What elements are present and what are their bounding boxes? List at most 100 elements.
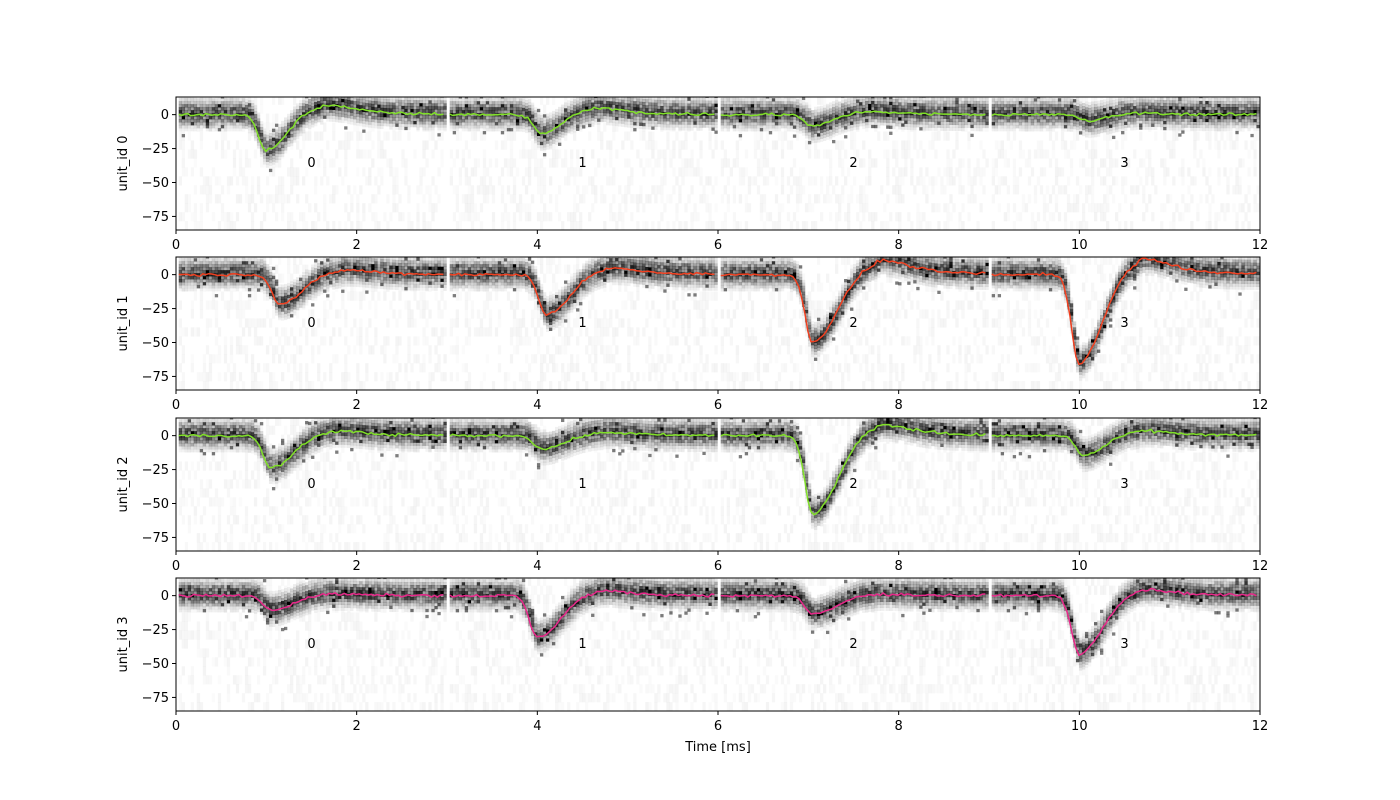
channel-label: 2	[849, 637, 857, 652]
x-tick-label: 2	[353, 559, 361, 574]
mean-waveform-line	[449, 267, 715, 317]
waveform-density-heatmap	[178, 97, 447, 230]
y-tick-label: −75	[142, 370, 169, 385]
y-tick-label: −75	[142, 691, 169, 706]
x-tick-label: 2	[353, 719, 361, 734]
mean-waveform-line	[991, 257, 1257, 366]
x-tick-label: 10	[1071, 559, 1088, 574]
channel-label: 3	[1120, 156, 1128, 171]
x-tick-label: 0	[172, 238, 180, 253]
channel-label: 3	[1120, 477, 1128, 492]
channel-label: 0	[307, 156, 315, 171]
channel-label: 3	[1120, 316, 1128, 331]
x-tick-label: 12	[1252, 398, 1269, 413]
mean-waveform-line	[178, 592, 444, 612]
waveform-density-heatmap	[720, 257, 989, 390]
channel-label: 2	[849, 477, 857, 492]
mean-waveform-line	[720, 592, 986, 615]
mean-waveform-line	[178, 104, 444, 153]
mean-waveform-line	[991, 587, 1257, 657]
mean-waveform-line	[991, 111, 1257, 123]
x-tick-label: 2	[353, 398, 361, 413]
y-axis-label: unit_id 1	[116, 296, 131, 352]
x-tick-label: 6	[714, 719, 722, 734]
x-tick-label: 6	[714, 238, 722, 253]
x-tick-label: 10	[1071, 719, 1088, 734]
plot-area	[178, 578, 1260, 711]
waveform-density-heatmap	[991, 418, 1260, 543]
waveform-density-heatmap	[449, 97, 718, 230]
y-tick-label: 0	[161, 589, 169, 604]
x-tick-label: 8	[895, 719, 903, 734]
y-tick-label: −25	[142, 142, 169, 157]
waveform-density-heatmap	[178, 578, 447, 711]
channel-label: 1	[578, 637, 586, 652]
y-tick-label: −50	[142, 176, 169, 191]
plot-area	[178, 257, 1260, 390]
y-tick-label: −25	[142, 302, 169, 317]
channel-label: 0	[307, 316, 315, 331]
y-tick-label: −50	[142, 497, 169, 512]
mean-waveform-line	[449, 589, 715, 638]
y-tick-label: 0	[161, 108, 169, 123]
y-axis-label: unit_id 0	[116, 136, 131, 192]
x-tick-label: 0	[172, 719, 180, 734]
x-tick-label: 0	[172, 398, 180, 413]
y-axis-label: unit_id 2	[116, 457, 131, 513]
mean-waveform-line	[720, 110, 986, 127]
x-tick-label: 4	[533, 559, 541, 574]
y-tick-label: −25	[142, 623, 169, 638]
mean-waveform-line	[991, 428, 1257, 457]
x-tick-label: 8	[895, 398, 903, 413]
waveform-density-heatmap	[991, 97, 1260, 230]
x-tick-label: 12	[1252, 719, 1269, 734]
waveform-density-heatmap	[449, 578, 718, 711]
x-tick-label: 4	[533, 719, 541, 734]
x-tick-label: 8	[895, 559, 903, 574]
mean-waveform-line	[449, 431, 715, 451]
mean-waveform-line	[720, 423, 986, 516]
mean-waveform-line	[178, 429, 444, 469]
x-tick-label: 0	[172, 559, 180, 574]
y-tick-label: 0	[161, 429, 169, 444]
plot-area	[178, 418, 1260, 551]
mean-waveform-line	[720, 258, 986, 343]
x-tick-label: 12	[1252, 559, 1269, 574]
channel-label: 1	[578, 156, 586, 171]
x-tick-label: 8	[895, 238, 903, 253]
y-tick-label: −75	[142, 210, 169, 225]
x-tick-label: 4	[533, 398, 541, 413]
channel-label: 2	[849, 316, 857, 331]
y-axis-label: unit_id 3	[116, 617, 131, 673]
y-tick-label: −25	[142, 463, 169, 478]
y-tick-label: −50	[142, 657, 169, 672]
channel-label: 1	[578, 477, 586, 492]
x-tick-label: 2	[353, 238, 361, 253]
channel-label: 3	[1120, 637, 1128, 652]
waveform-density-heatmap	[991, 578, 1260, 711]
x-tick-label: 6	[714, 559, 722, 574]
plot-area	[178, 97, 1260, 230]
waveform-density-heatmap	[449, 257, 718, 390]
mean-waveform-line	[449, 106, 715, 135]
channel-label: 0	[307, 477, 315, 492]
y-tick-label: 0	[161, 268, 169, 283]
x-tick-label: 6	[714, 398, 722, 413]
channel-label: 1	[578, 316, 586, 331]
channel-label: 2	[849, 156, 857, 171]
x-tick-label: 10	[1071, 238, 1088, 253]
mean-waveform-line	[178, 268, 444, 305]
y-tick-label: −50	[142, 336, 169, 351]
x-axis-label: Time [ms]	[684, 740, 751, 755]
channel-label: 0	[307, 637, 315, 652]
x-tick-label: 12	[1252, 238, 1269, 253]
x-tick-label: 4	[533, 238, 541, 253]
y-tick-label: −75	[142, 531, 169, 546]
x-tick-label: 10	[1071, 398, 1088, 413]
